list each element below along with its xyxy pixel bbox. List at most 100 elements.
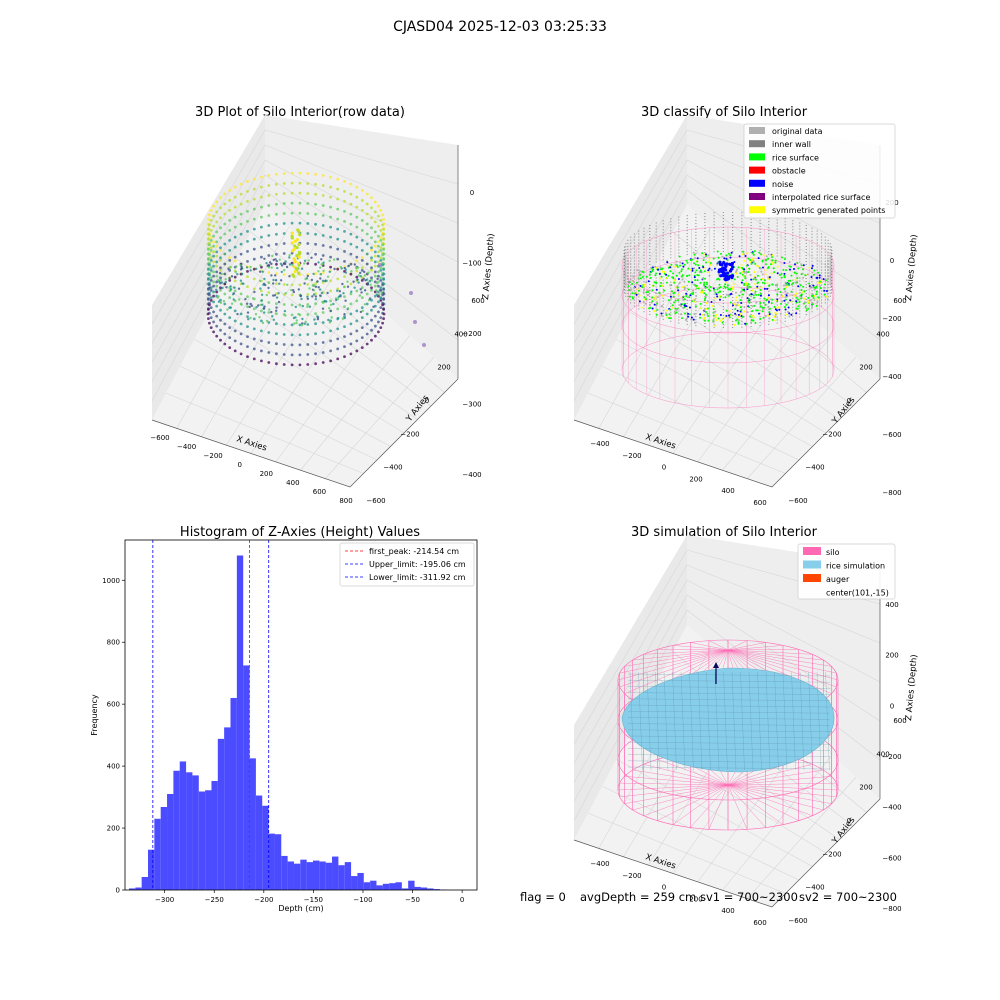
data-point [282,353,286,356]
data-point [642,298,645,301]
data-point [671,304,674,307]
data-point [667,299,670,302]
data-point [312,293,316,296]
data-point [333,258,336,261]
surface-mesh [706,671,711,771]
noise-point [728,269,733,273]
data-point [672,306,675,309]
data-point [282,202,286,205]
data-point [785,303,788,306]
data-point [759,292,762,295]
data-point [816,298,819,301]
surface-mesh [627,760,831,763]
data-point [292,289,295,292]
axis-line [151,378,459,488]
floor-pane [574,205,880,487]
data-point [261,321,265,325]
data-point [678,281,681,284]
legend-swatch [749,166,765,174]
data-point [282,273,286,276]
data-point [703,270,706,273]
data-point [729,301,732,304]
data-point [683,280,686,283]
data-point [647,291,650,293]
data-point [212,320,216,324]
data-point [751,314,754,317]
data-point [669,284,672,287]
data-point [221,286,224,290]
y-tick-label: 600 [893,297,906,305]
data-point [373,244,377,248]
data-point [313,318,316,321]
data-point [627,285,630,288]
data-point [349,332,353,336]
data-point [706,281,708,284]
data-point [276,266,279,270]
data-point [752,316,755,319]
data-point [641,276,644,278]
data-point [691,281,694,284]
data-point [799,284,802,287]
data-point [262,283,265,286]
data-point [741,288,744,291]
data-point [670,263,673,266]
data-point [740,263,743,266]
data-point [762,301,765,304]
data-point [252,177,256,181]
data-point [319,266,322,269]
data-point [236,312,239,316]
data-point [787,279,790,282]
data-point [783,299,786,302]
data-point [215,324,219,328]
data-point [774,311,777,314]
data-point [790,265,792,268]
data-point [233,195,237,199]
data-point [215,200,219,204]
data-point [365,342,369,346]
data-point [745,282,748,285]
data-point [360,259,364,262]
data-point [717,291,720,294]
data-point [209,209,213,212]
data-point [696,286,699,289]
data-point [730,287,733,290]
data-point [700,271,703,274]
data-point [690,316,693,319]
histogram-bar [179,761,187,890]
data-point [758,251,761,254]
data-point [377,204,380,208]
data-point [696,279,699,282]
data-point [721,321,724,324]
data-point [267,351,271,354]
data-point [297,255,301,259]
data-point [321,184,325,187]
data-point [631,282,634,285]
y-tick-label: −400 [805,464,824,472]
surface-mesh [680,671,686,771]
data-point [701,252,704,255]
silo-floor-line [617,784,729,791]
data-point [228,326,232,329]
data-point [343,345,346,348]
data-point [717,273,720,276]
data-point [773,271,776,274]
data-point [772,263,775,265]
data-point [678,271,681,274]
data-point [355,289,359,293]
data-point [228,346,232,349]
data-point [290,343,294,347]
data-point [748,285,751,288]
data-point [782,268,785,271]
data-point [267,204,271,207]
data-point [381,321,384,325]
data-point [783,258,786,261]
data-point [711,304,714,307]
histogram-bar [255,795,263,890]
data-point [246,311,250,314]
data-point [336,187,340,191]
surface-mesh [808,671,813,771]
data-point [382,308,385,311]
data-point [246,210,249,213]
data-point [263,257,266,260]
data-point [212,224,216,228]
